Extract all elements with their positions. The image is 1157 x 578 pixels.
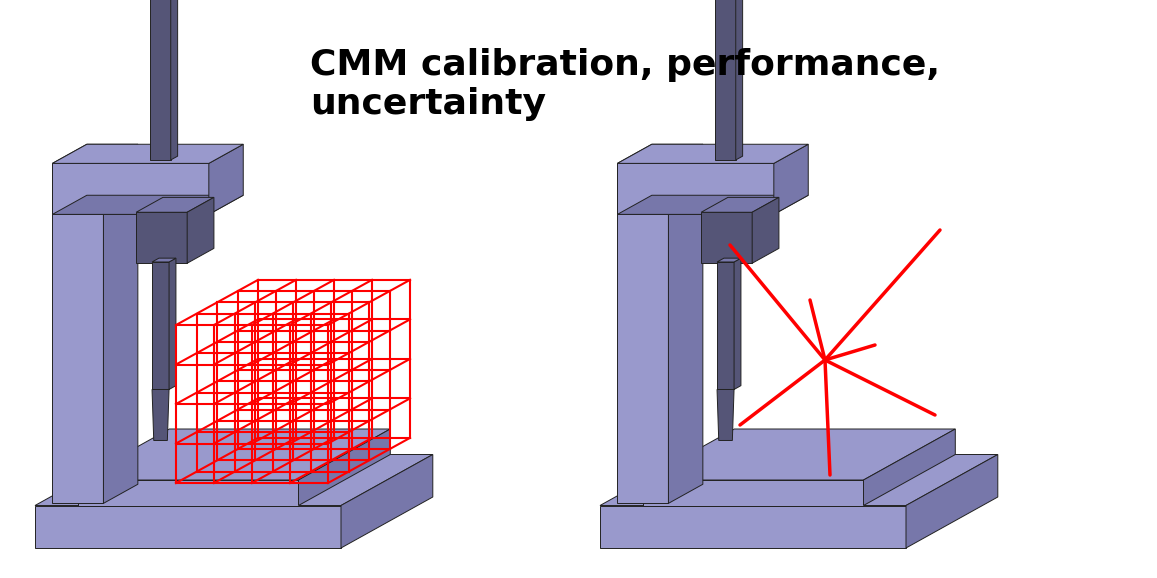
Polygon shape: [78, 480, 299, 506]
Polygon shape: [299, 429, 390, 506]
Polygon shape: [152, 258, 176, 262]
Polygon shape: [734, 258, 740, 390]
Polygon shape: [600, 506, 906, 548]
Polygon shape: [752, 197, 779, 263]
Polygon shape: [715, 0, 736, 160]
Polygon shape: [52, 164, 103, 503]
Polygon shape: [642, 480, 863, 506]
Polygon shape: [35, 506, 341, 548]
Polygon shape: [642, 429, 956, 480]
Polygon shape: [618, 144, 809, 164]
Polygon shape: [736, 0, 743, 160]
Polygon shape: [669, 144, 702, 503]
Polygon shape: [152, 390, 169, 440]
Polygon shape: [52, 144, 138, 164]
Polygon shape: [208, 144, 243, 214]
Polygon shape: [103, 144, 138, 503]
Polygon shape: [187, 197, 214, 263]
Polygon shape: [78, 429, 390, 480]
Polygon shape: [341, 454, 433, 548]
Polygon shape: [701, 212, 752, 263]
Polygon shape: [618, 164, 774, 214]
Polygon shape: [52, 144, 243, 164]
Polygon shape: [701, 197, 779, 212]
Polygon shape: [717, 390, 734, 440]
Polygon shape: [717, 262, 734, 390]
Polygon shape: [600, 454, 997, 506]
Polygon shape: [152, 262, 169, 390]
Polygon shape: [169, 258, 176, 390]
Polygon shape: [52, 195, 243, 214]
Polygon shape: [906, 454, 997, 548]
Polygon shape: [863, 429, 956, 506]
Polygon shape: [717, 258, 740, 262]
Polygon shape: [137, 212, 187, 263]
Polygon shape: [52, 164, 208, 214]
Polygon shape: [137, 197, 214, 212]
Polygon shape: [618, 164, 669, 503]
Polygon shape: [35, 454, 433, 506]
Text: CMM calibration, performance,
uncertainty: CMM calibration, performance, uncertaint…: [310, 48, 939, 121]
Polygon shape: [150, 0, 171, 160]
Polygon shape: [171, 0, 178, 160]
Polygon shape: [618, 195, 809, 214]
Polygon shape: [774, 144, 809, 214]
Polygon shape: [618, 144, 702, 164]
